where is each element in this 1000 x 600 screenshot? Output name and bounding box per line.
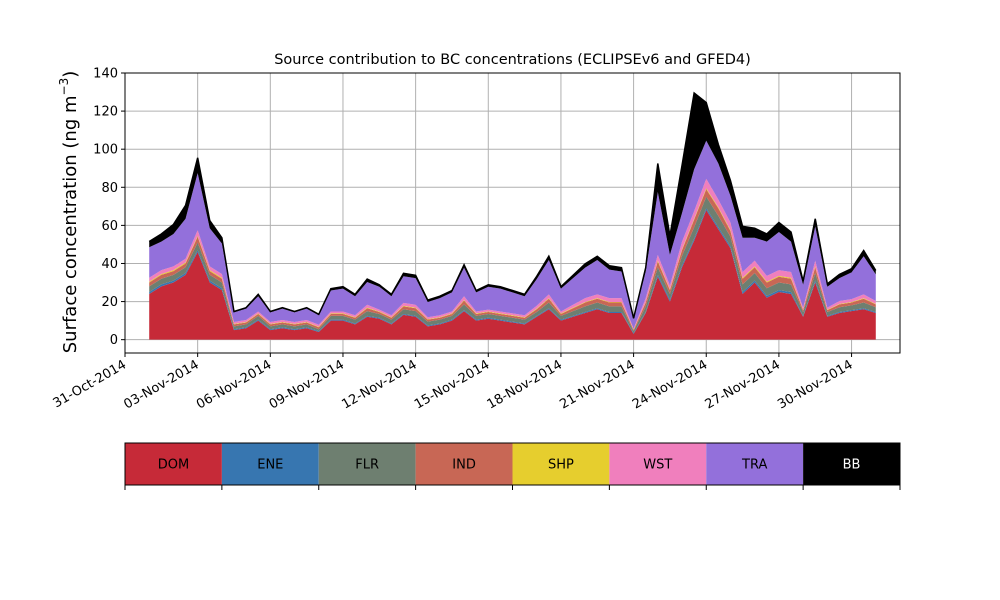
legend-swatch-flr — [318, 443, 416, 485]
y-axis-label-superscript: −3 — [57, 78, 71, 96]
plot-frame — [124, 72, 901, 354]
y-tick-label: 40 — [101, 257, 118, 272]
legend-swatch-bb — [803, 443, 900, 485]
area-tra — [149, 140, 876, 329]
area-dom — [149, 210, 876, 340]
legend-swatch-dom — [125, 443, 222, 485]
legend-label-ind: IND — [452, 458, 476, 473]
y-tick-label: 120 — [93, 105, 118, 120]
legend-swatch-shp — [512, 443, 610, 485]
legend-swatch-ind — [415, 443, 513, 485]
legend-label-tra: TRA — [741, 458, 767, 473]
legend-label-wst: WST — [643, 458, 672, 473]
y-tick-label: 0 — [110, 333, 118, 348]
legend-swatch-wst — [609, 443, 707, 485]
area-bb — [149, 93, 876, 320]
total-outline — [148, 91, 877, 319]
y-axis-label-close: ) — [60, 71, 81, 78]
y-tick-label: 60 — [101, 219, 118, 234]
legend-label-dom: DOM — [158, 458, 189, 473]
legend-swatch-ene — [221, 443, 319, 485]
legend-colorbar: DOM ENE FLR IND SHP WST TRA BB — [124, 442, 901, 490]
area-ind — [149, 189, 876, 332]
legend-swatch-tra — [706, 443, 804, 485]
legend-label-shp: SHP — [548, 458, 574, 473]
legend-frame — [124, 442, 901, 486]
legend-label-ene: ENE — [257, 458, 283, 473]
chart-title: Source contribution to BC concentrations… — [274, 52, 751, 68]
legend-label-flr: FLR — [355, 458, 379, 473]
y-axis-label-main: Surface concentration (ng m — [60, 95, 81, 353]
y-tick-label: 140 — [93, 67, 118, 82]
y-tick-label: 20 — [101, 295, 118, 310]
legend-label-bb: BB — [843, 458, 861, 473]
area-flr — [149, 196, 876, 333]
area-ene — [149, 208, 876, 334]
area-wst — [149, 178, 876, 330]
y-axis-label: Surface concentration (ng m−3) — [57, 71, 81, 354]
y-tick-label: 100 — [93, 143, 118, 158]
y-tick-label: 80 — [101, 181, 118, 196]
stacked-area-layer — [148, 91, 877, 340]
